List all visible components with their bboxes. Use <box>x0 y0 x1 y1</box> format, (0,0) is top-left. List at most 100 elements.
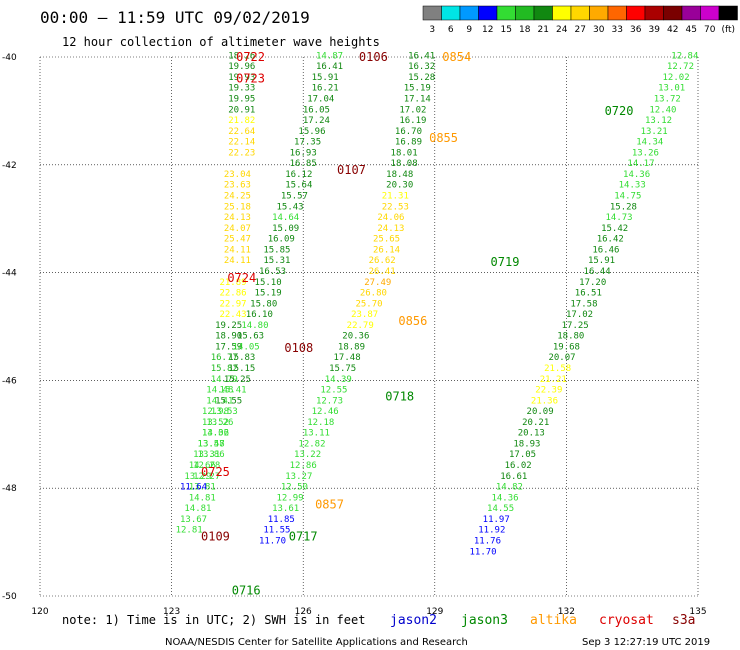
wave-height-label: 11.64 <box>180 483 207 493</box>
wave-height-label: 24.06 <box>377 213 404 223</box>
satellite-legend-s3a: s3a <box>672 613 695 628</box>
wave-height-label: 21.58 <box>544 364 571 374</box>
wave-height-label: 12.27 <box>193 472 220 482</box>
time-label: 0107 <box>337 163 366 177</box>
wave-height-label: 21.36 <box>531 396 558 406</box>
wave-height-label: 14.75 <box>614 192 641 202</box>
wave-height-label: 15.55 <box>215 396 242 406</box>
colorbar-label: 3 <box>429 25 435 35</box>
wave-height-label: 12.55 <box>320 386 347 396</box>
wave-height-label: 13.36 <box>202 429 229 439</box>
time-label: 0856 <box>398 314 427 328</box>
wave-height-label: 15.28 <box>610 202 637 212</box>
wave-height-label: 11.76 <box>474 536 501 546</box>
wave-height-label: 14.82 <box>496 483 523 493</box>
chart-title: 00:00 – 11:59 UTC 09/02/2019 <box>40 8 310 27</box>
wave-height-label: 22.79 <box>347 321 374 331</box>
wave-height-label: 23.87 <box>351 310 378 320</box>
wave-height-label: 13.22 <box>294 450 321 460</box>
wave-height-label: 20.91 <box>228 105 255 115</box>
colorbar-swatch <box>441 5 461 21</box>
colorbar-swatch <box>626 5 646 21</box>
colorbar-label: 42 <box>667 25 678 35</box>
x-tick-label: 120 <box>31 607 48 617</box>
wave-height-label: 13.72 <box>654 95 681 105</box>
colorbar-swatch <box>515 5 535 21</box>
wave-height-label: 16.05 <box>303 105 330 115</box>
wave-height-label: 14.41 <box>206 396 233 406</box>
wave-height-label: 16.02 <box>505 461 532 471</box>
time-label: 0108 <box>284 341 313 355</box>
wave-height-label: 13.67 <box>180 515 207 525</box>
wave-height-label: 16.10 <box>246 310 273 320</box>
wave-height-label: 17.02 <box>399 105 426 115</box>
wave-height-label: 12.73 <box>316 396 343 406</box>
wave-height-label: 16.32 <box>408 62 435 72</box>
time-label: 0719 <box>491 255 520 269</box>
wave-height-label: 14.48 <box>206 386 233 396</box>
wave-height-label: 15.42 <box>601 224 628 234</box>
wave-height-label: 16.53 <box>259 267 286 277</box>
wave-height-label: 17.25 <box>562 321 589 331</box>
wave-height-label: 12.81 <box>176 526 203 536</box>
satellite-legend-jason3: jason3 <box>461 613 508 628</box>
wave-height-label: 14.34 <box>636 138 663 148</box>
wave-height-label: 22.97 <box>219 299 246 309</box>
time-label: 0109 <box>201 530 230 544</box>
wave-height-label: 12.82 <box>298 439 325 449</box>
wave-height-label: 20.09 <box>527 407 554 417</box>
wave-height-label: 11.85 <box>268 515 295 525</box>
wave-height-label: 20.21 <box>522 418 549 428</box>
wave-height-label: 15.09 <box>272 224 299 234</box>
colorbar-label: 36 <box>630 25 642 35</box>
y-tick-label: -46 <box>2 376 17 386</box>
wave-height-label: 15.10 <box>255 278 282 288</box>
colorbar-swatch <box>478 5 498 21</box>
colorbar-legend: 3 6 9 12 15 18 21 24 27 30 33 36 39 42 45 70 (ft) <box>422 5 738 35</box>
colorbar-label: 21 <box>538 25 549 35</box>
wave-height-label: 22.39 <box>535 386 562 396</box>
wave-height-label: 14.02 <box>202 429 229 439</box>
wave-height-label: 13.57 <box>198 439 225 449</box>
wave-height-label: 16.51 <box>575 289 602 299</box>
wave-height-label: 18.26 <box>228 51 255 61</box>
colorbar-label: (ft) <box>721 25 735 35</box>
wave-height-label: 17.35 <box>294 138 321 148</box>
wave-height-label: 12.40 <box>649 105 676 115</box>
wave-height-label: 15.57 <box>281 192 308 202</box>
wave-height-label: 14.81 <box>184 504 211 514</box>
wave-height-label: 13.26 <box>206 418 233 428</box>
time-label: 0717 <box>289 530 318 544</box>
wave-height-label: 16.85 <box>290 159 317 169</box>
wave-height-label: 25.18 <box>224 202 251 212</box>
wave-height-label: 16.46 <box>592 245 619 255</box>
wave-height-label: 26.14 <box>373 245 400 255</box>
wave-height-label: 15.91 <box>312 73 339 83</box>
time-label: 0720 <box>605 104 634 118</box>
time-label: 0857 <box>315 497 344 511</box>
wave-height-label: 24.13 <box>377 224 404 234</box>
wave-height-label: 21.31 <box>382 192 409 202</box>
satellite-legend-altika: altika <box>530 613 577 628</box>
colorbar-swatch <box>607 5 627 21</box>
colorbar-swatch <box>700 5 720 21</box>
wave-height-label: 17.20 <box>579 278 606 288</box>
wave-height-label: 15.91 <box>588 256 615 266</box>
time-label: 0725 <box>201 465 230 479</box>
wave-height-label: 14.36 <box>491 493 518 503</box>
wave-height-label: 15.75 <box>329 364 356 374</box>
wave-height-label: 13.01 <box>658 84 685 94</box>
colorbar-label: 18 <box>519 25 531 35</box>
wave-height-label: 16.70 <box>395 127 422 137</box>
wave-height-label: 20.36 <box>342 332 369 342</box>
footer: note: 1) Time is in UTC; 2) SWH is in fe… <box>62 613 710 648</box>
colorbar-swatch <box>589 5 609 21</box>
wave-height-label: 11.70 <box>470 547 497 557</box>
colorbar-swatch <box>422 5 442 21</box>
wave-height-label: 21.82 <box>228 116 255 126</box>
wave-height-label: 24.25 <box>224 192 251 202</box>
wave-height-label: 13.31 <box>193 450 220 460</box>
y-tick-label: -44 <box>2 269 17 279</box>
wave-height-label: 15.43 <box>276 202 303 212</box>
